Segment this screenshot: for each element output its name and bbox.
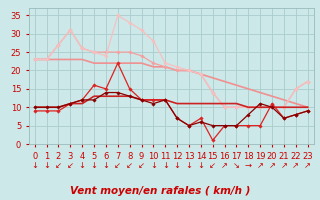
Text: ↙: ↙	[114, 161, 121, 170]
Text: ↓: ↓	[102, 161, 109, 170]
Text: ↓: ↓	[43, 161, 50, 170]
Text: ↙: ↙	[126, 161, 133, 170]
Text: ↓: ↓	[162, 161, 169, 170]
Text: ↓: ↓	[186, 161, 193, 170]
Text: ↙: ↙	[209, 161, 216, 170]
Text: ↓: ↓	[91, 161, 98, 170]
Text: ↗: ↗	[221, 161, 228, 170]
Text: ↓: ↓	[79, 161, 86, 170]
Text: ↓: ↓	[150, 161, 157, 170]
Text: ↙: ↙	[138, 161, 145, 170]
Text: ↗: ↗	[304, 161, 311, 170]
Text: ↙: ↙	[67, 161, 74, 170]
Text: ↙: ↙	[55, 161, 62, 170]
Text: ↓: ↓	[31, 161, 38, 170]
Text: Vent moyen/en rafales ( km/h ): Vent moyen/en rafales ( km/h )	[70, 186, 250, 196]
Text: ↓: ↓	[197, 161, 204, 170]
Text: ↗: ↗	[280, 161, 287, 170]
Text: ↓: ↓	[174, 161, 180, 170]
Text: ↗: ↗	[268, 161, 276, 170]
Text: ↘: ↘	[233, 161, 240, 170]
Text: ↗: ↗	[292, 161, 299, 170]
Text: ↗: ↗	[257, 161, 264, 170]
Text: →: →	[245, 161, 252, 170]
